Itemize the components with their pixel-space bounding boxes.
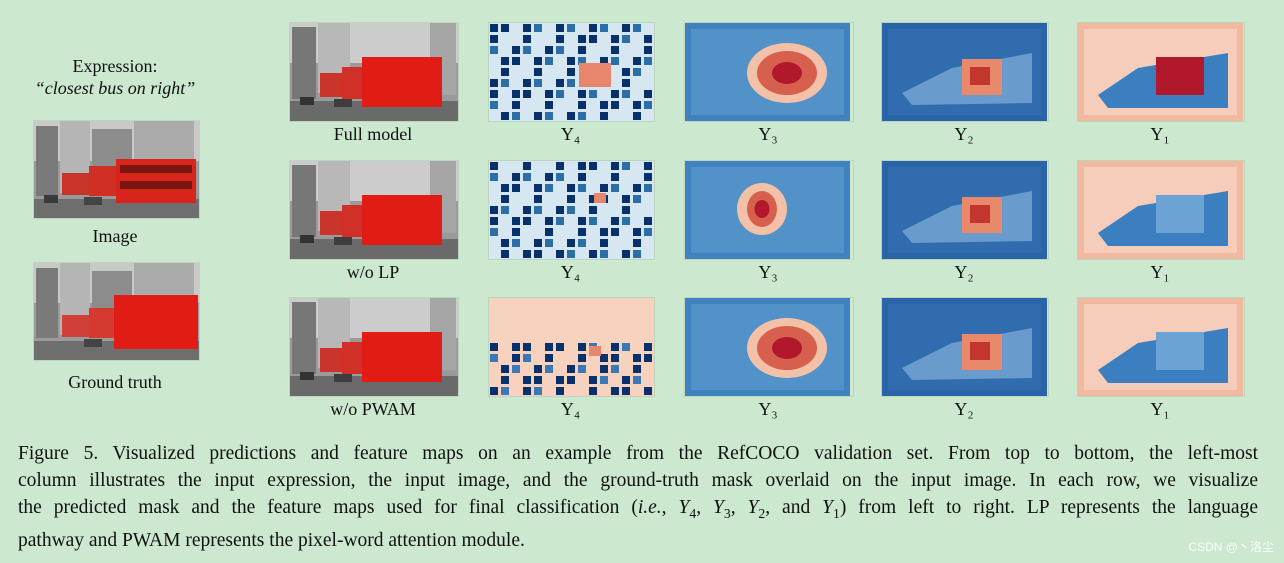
feature-map-label: Y₁ bbox=[1150, 124, 1170, 144]
model-variant-label: w/o PWAM bbox=[330, 399, 416, 419]
feature-map-label: Y₄ bbox=[560, 399, 581, 419]
feature-map-label: Y₂ bbox=[954, 124, 974, 144]
feature-map-label: Y₃ bbox=[758, 124, 778, 144]
prediction-image bbox=[289, 160, 459, 260]
feature-map bbox=[1077, 22, 1245, 122]
feature-map bbox=[488, 297, 655, 397]
feature-map-label: Y₃ bbox=[758, 262, 778, 282]
model-variant-label: Full model bbox=[333, 124, 413, 144]
feature-map bbox=[684, 297, 854, 397]
figure-caption: Figure 5. Visualized predictions and fea… bbox=[18, 440, 1258, 554]
feature-map-label: Y₁ bbox=[1150, 262, 1170, 282]
prediction-image bbox=[289, 297, 459, 397]
model-variant-label: w/o LP bbox=[346, 262, 400, 282]
feature-map-label: Y₄ bbox=[560, 262, 581, 282]
feature-map bbox=[1077, 297, 1245, 397]
feature-map bbox=[881, 22, 1049, 122]
feature-map-label: Y₄ bbox=[560, 124, 581, 144]
caption-line-4: pathway and PWAM represents the pixel-wo… bbox=[18, 529, 525, 551]
feature-map bbox=[684, 22, 854, 122]
caption-line-1: Figure 5. Visualized predictions and fea… bbox=[18, 443, 1258, 464]
feature-map-label: Y₂ bbox=[954, 399, 974, 419]
feature-map bbox=[488, 160, 655, 260]
expression-title: Expression: bbox=[72, 56, 158, 76]
input-image bbox=[33, 120, 200, 219]
feature-map-label: Y₁ bbox=[1150, 399, 1170, 419]
watermark: CSDN @丶洛尘 bbox=[1188, 540, 1274, 554]
feature-map bbox=[488, 22, 655, 122]
expression-text: “closest bus on right” bbox=[34, 78, 196, 98]
image-label: Image bbox=[92, 226, 138, 246]
caption-line-2: column illustrates the input expression,… bbox=[18, 470, 1258, 491]
feature-map bbox=[684, 160, 854, 260]
feature-map-label: Y₂ bbox=[954, 262, 974, 282]
feature-map bbox=[881, 297, 1049, 397]
prediction-image bbox=[289, 22, 459, 122]
ground-truth-label: Ground truth bbox=[68, 372, 162, 392]
feature-map-label: Y₃ bbox=[758, 399, 778, 419]
feature-map bbox=[881, 160, 1049, 260]
feature-map bbox=[1077, 160, 1245, 260]
caption-line-3: the predicted mask and the feature maps … bbox=[18, 497, 1258, 521]
ground-truth-image bbox=[33, 262, 200, 361]
